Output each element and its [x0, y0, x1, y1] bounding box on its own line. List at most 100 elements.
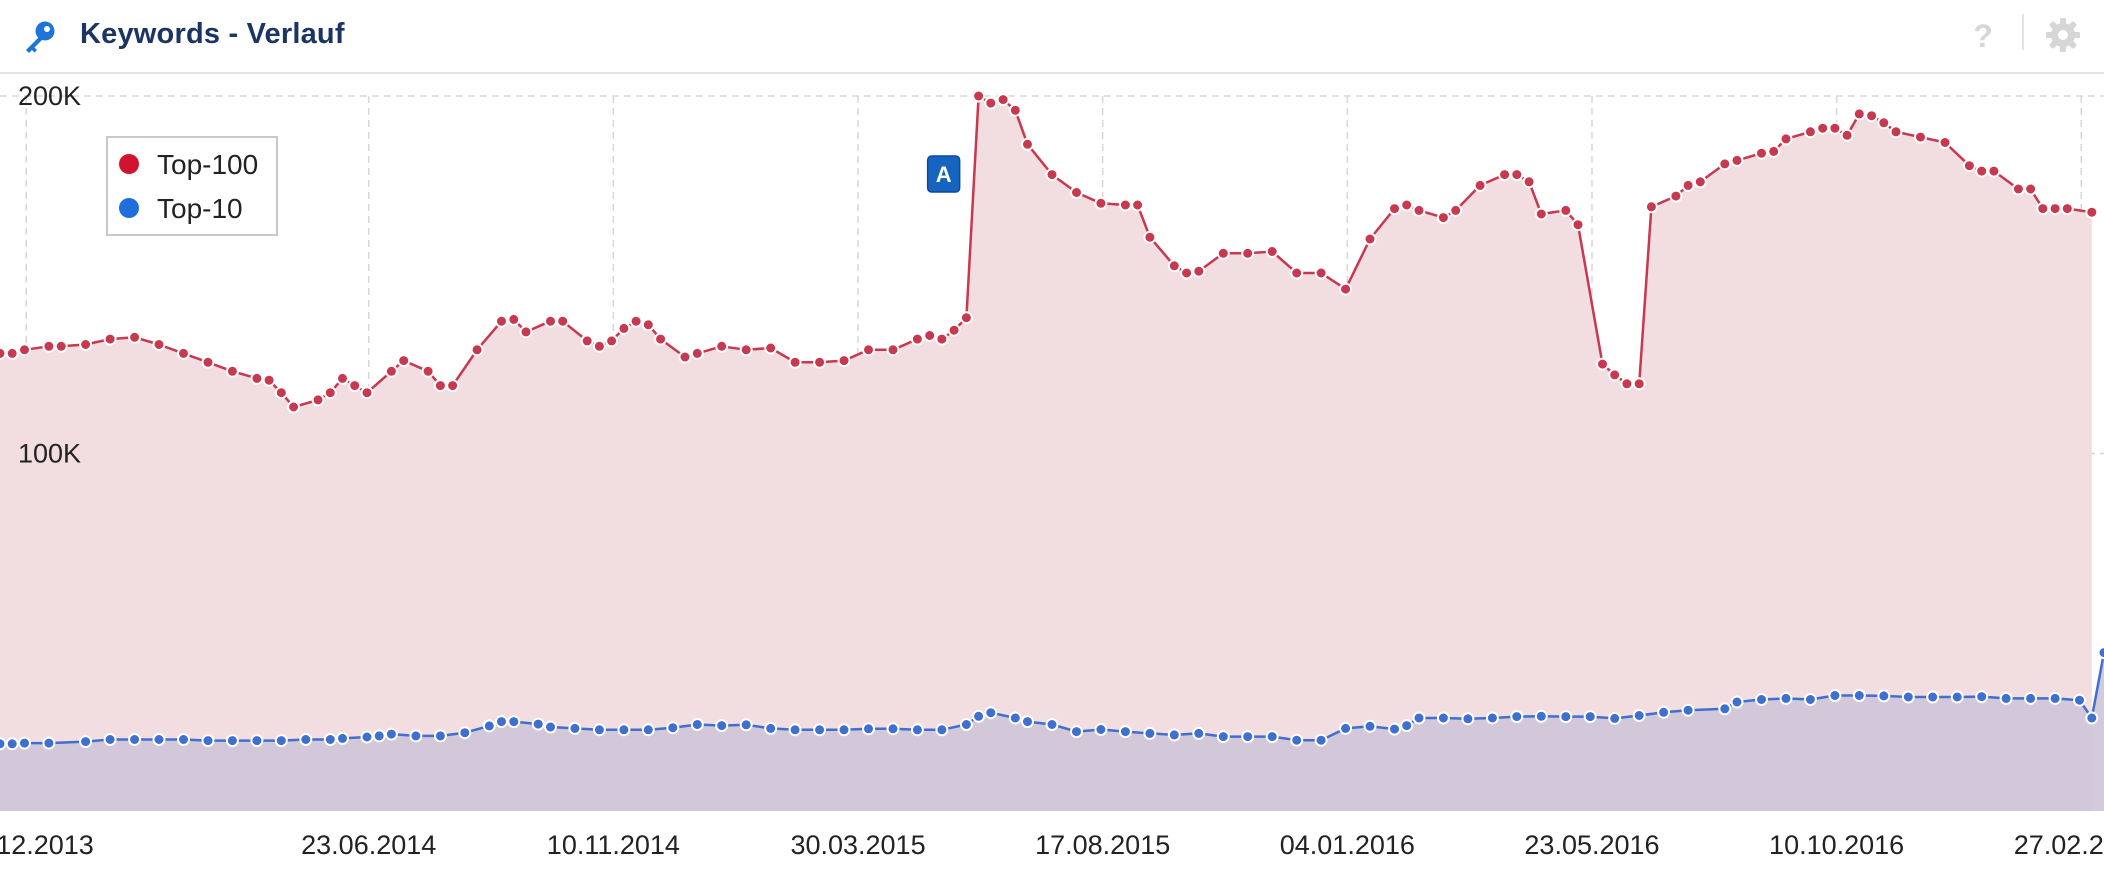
data-point-series-1-24	[507, 715, 521, 729]
data-point-series-1-44	[972, 709, 986, 723]
data-point-series-0-5	[79, 338, 93, 351]
data-point-series-0-52	[947, 323, 961, 337]
data-point-series-0-116	[2048, 202, 2062, 216]
help-icon[interactable]: ?	[1973, 18, 1993, 54]
data-point-series-0-15	[287, 400, 301, 414]
data-point-series-1-63	[1400, 719, 1414, 733]
data-point-series-0-93	[1681, 178, 1695, 192]
data-point-series-0-71	[1290, 266, 1304, 280]
data-point-series-1-82	[1852, 689, 1866, 702]
area-series-1	[0, 652, 2104, 811]
data-point-series-0-31	[556, 314, 570, 328]
data-point-series-0-43	[764, 341, 778, 355]
data-point-series-0-67	[1192, 264, 1206, 278]
data-point-series-0-12	[250, 371, 264, 385]
data-point-series-0-24	[433, 379, 447, 393]
data-point-series-0-68	[1216, 246, 1230, 260]
data-point-series-0-18	[336, 371, 349, 385]
x-axis-labels: 09.12.2013 23.06.2014 10.11.2014 30.03.2015…	[0, 830, 2104, 860]
data-point-series-1-27	[568, 721, 582, 735]
data-point-series-0-110	[1962, 159, 1976, 173]
chart-legend: Top-100 Top-10	[106, 136, 278, 236]
y-tick-label-1: 100K	[18, 439, 81, 469]
data-point-series-0-103	[1840, 128, 1854, 142]
annotation-flag-0[interactable]: A	[926, 155, 961, 193]
data-point-series-1-18	[384, 727, 398, 741]
data-point-series-0-19	[348, 379, 362, 393]
data-point-series-0-85	[1559, 203, 1573, 217]
area-series-0	[0, 96, 2092, 811]
data-point-series-0-62	[1118, 198, 1132, 212]
data-point-series-1-62	[1388, 722, 1401, 736]
data-point-series-0-118	[2085, 205, 2099, 219]
data-point-series-0-77	[1412, 203, 1426, 217]
data-point-series-1-78	[1755, 693, 1768, 706]
data-point-series-1-45	[984, 706, 998, 720]
data-point-series-1-61	[1363, 719, 1377, 733]
annotation-flag-box-0	[926, 155, 961, 193]
data-point-series-0-83	[1522, 175, 1536, 189]
data-point-series-1-8	[177, 733, 190, 746]
data-point-series-1-58	[1290, 733, 1304, 747]
widget-header: Keywords - Verlauf ?	[0, 0, 2104, 74]
data-point-series-0-54	[972, 89, 986, 103]
data-point-series-0-27	[495, 314, 508, 328]
data-point-series-0-46	[837, 354, 851, 368]
data-point-series-1-36	[788, 723, 802, 737]
y-axis-labels: 200K 100K	[18, 81, 81, 469]
x-tick-label-5: 04.01.2016	[1280, 830, 1415, 860]
data-point-series-0-112	[1987, 164, 2001, 178]
data-point-series-0-101	[1816, 121, 1830, 135]
annotation-layer: A	[926, 155, 961, 193]
data-point-series-0-97	[1755, 146, 1768, 160]
data-point-series-1-85	[1926, 690, 1940, 704]
data-point-series-0-0	[0, 346, 7, 360]
legend-item-top100[interactable]: Top-100	[119, 149, 258, 180]
data-point-series-1-86	[1950, 690, 1964, 704]
data-point-series-0-115	[2036, 202, 2050, 216]
data-point-series-1-65	[1436, 711, 1450, 725]
data-point-series-0-65	[1167, 259, 1181, 273]
data-point-series-0-48	[886, 343, 900, 357]
widget-title: Keywords - Verlauf	[80, 18, 345, 50]
data-point-series-0-47	[862, 343, 875, 357]
legend-item-top10[interactable]: Top-10	[119, 193, 243, 224]
data-point-series-1-9	[201, 734, 215, 748]
data-point-series-1-53	[1167, 728, 1181, 742]
gear-icon[interactable]	[2044, 16, 2082, 54]
data-point-series-1-11	[250, 734, 264, 748]
data-point-series-0-96	[1730, 153, 1744, 167]
data-point-series-1-80	[1803, 693, 1817, 706]
data-point-series-1-93	[2097, 646, 2104, 660]
data-point-series-0-42	[739, 343, 753, 357]
data-point-series-0-76	[1400, 198, 1414, 212]
data-point-series-1-46	[1008, 711, 1022, 725]
data-point-series-0-9	[177, 346, 190, 360]
legend-marker-top100	[119, 154, 139, 174]
data-point-series-0-2	[18, 343, 31, 357]
data-point-series-0-41	[715, 339, 729, 353]
point-layer	[0, 89, 2104, 751]
keywords-chart: 200K 100K 09.12.2013 23.06.2014 10.11.2014 3…	[0, 81, 2104, 860]
data-point-series-0-79	[1449, 203, 1463, 217]
data-point-series-1-55	[1216, 730, 1230, 744]
data-point-series-0-78	[1436, 211, 1450, 225]
data-point-series-1-83	[1877, 689, 1891, 703]
data-point-series-0-74	[1363, 232, 1377, 246]
data-point-series-1-42	[935, 723, 949, 737]
data-point-series-0-20	[360, 386, 374, 400]
data-point-series-0-91	[1644, 200, 1658, 214]
data-point-series-0-40	[690, 346, 704, 360]
data-point-series-1-33	[715, 719, 729, 733]
data-point-series-0-104	[1852, 107, 1866, 121]
data-point-series-0-56	[996, 93, 1010, 107]
data-point-series-0-23	[421, 364, 435, 378]
data-point-series-1-88	[1999, 691, 2013, 705]
data-point-series-1-5	[103, 733, 117, 746]
data-point-series-1-29	[617, 723, 631, 737]
data-point-series-0-86	[1571, 218, 1585, 232]
data-point-series-1-25	[531, 717, 545, 731]
data-point-series-1-21	[458, 726, 472, 740]
key-icon	[26, 21, 55, 53]
data-point-series-1-41	[910, 723, 924, 737]
